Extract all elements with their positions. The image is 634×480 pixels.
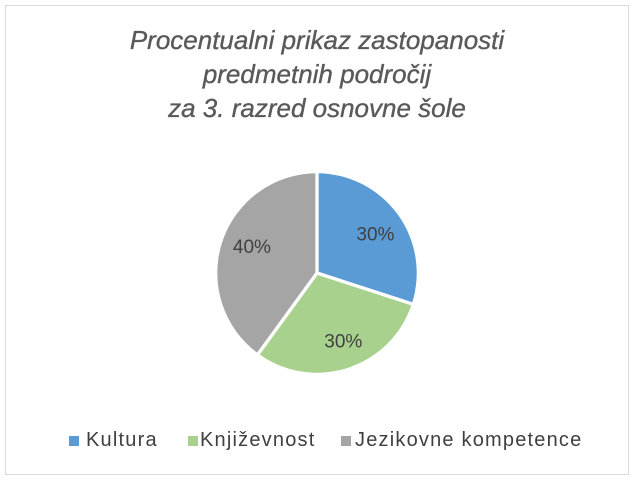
svg-text:30%: 30% xyxy=(356,224,394,245)
svg-text:30%: 30% xyxy=(324,331,362,352)
svg-text:40%: 40% xyxy=(233,237,271,258)
